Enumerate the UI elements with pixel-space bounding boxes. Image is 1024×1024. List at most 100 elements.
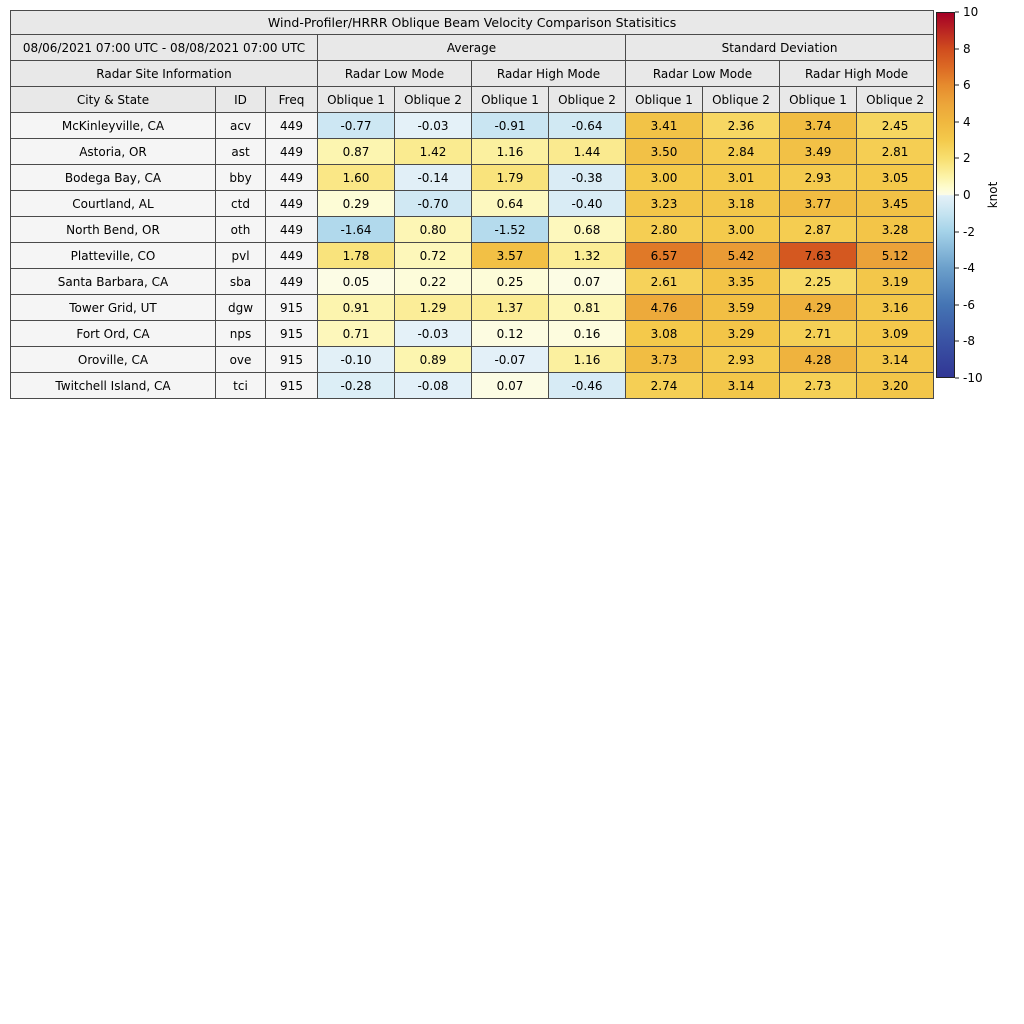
table-row: Oroville, CA ove 915 -0.10 0.89 -0.07 1.16 3.73… — [10, 346, 935, 373]
value-cell-std_low_oblique2: 2.36 — [702, 112, 780, 139]
colorbar-tick-label: 10 — [963, 5, 979, 19]
freq-cell: 449 — [265, 164, 318, 191]
avg-low-oblique2-header: Oblique 2 — [394, 86, 472, 113]
table-row: Bodega Bay, CA bby 449 1.60 -0.14 1.79 -0.38 3.… — [10, 164, 935, 191]
std-high-mode-header: Radar High Mode — [778, 60, 935, 87]
value-cell-std_high_oblique1: 2.71 — [779, 320, 857, 347]
colorbar-tick-label: -6 — [963, 297, 975, 312]
value-cell-avg_low_oblique1: 1.78 — [317, 242, 395, 269]
value-cell-avg_low_oblique1: 0.05 — [317, 268, 395, 295]
value-cell-avg_high_oblique2: -0.40 — [548, 190, 626, 217]
colorbar-tick-mark — [955, 121, 959, 123]
colorbar-gradient — [936, 12, 955, 378]
title-row: Wind-Profiler/HRRR Oblique Beam Velocity… — [9, 10, 935, 35]
std-high-oblique2-header: Oblique 2 — [855, 86, 935, 113]
value-cell-avg_low_oblique1: 0.71 — [317, 320, 395, 347]
value-cell-std_low_oblique1: 3.41 — [625, 112, 703, 139]
avg-high-oblique1-header: Oblique 1 — [471, 86, 549, 113]
table-row: Platteville, CO pvl 449 1.78 0.72 3.57 1.32 6.5… — [10, 242, 935, 269]
city-state-cell: North Bend, OR — [10, 216, 216, 243]
value-cell-std_high_oblique1: 7.63 — [779, 242, 857, 269]
value-cell-std_high_oblique1: 2.93 — [779, 164, 857, 191]
site-id-cell: oth — [215, 216, 266, 243]
value-cell-std_high_oblique1: 2.87 — [779, 216, 857, 243]
value-cell-std_low_oblique2: 3.59 — [702, 294, 780, 321]
value-cell-avg_high_oblique2: 1.44 — [548, 138, 626, 165]
value-cell-std_low_oblique2: 3.35 — [702, 268, 780, 295]
site-id-cell: tci — [215, 372, 266, 399]
value-cell-std_high_oblique1: 2.73 — [779, 372, 857, 399]
freq-cell: 915 — [265, 320, 318, 347]
colorbar-tick-mark — [955, 304, 959, 306]
freq-cell: 449 — [265, 242, 318, 269]
value-cell-avg_high_oblique1: 0.12 — [471, 320, 549, 347]
std-high-oblique1-header: Oblique 1 — [779, 86, 857, 113]
table-row: Tower Grid, UT dgw 915 0.91 1.29 1.37 0.81 4.76… — [10, 294, 935, 321]
value-cell-avg_high_oblique2: 0.81 — [548, 294, 626, 321]
city-state-cell: Santa Barbara, CA — [10, 268, 216, 295]
colorbar-tick-mark — [955, 48, 959, 50]
value-cell-avg_high_oblique2: 0.68 — [548, 216, 626, 243]
value-cell-std_low_oblique2: 3.00 — [702, 216, 780, 243]
std-low-oblique2-header: Oblique 2 — [702, 86, 780, 113]
mode-header-row: Radar Site Information Radar Low Mode Ra… — [10, 60, 935, 87]
value-cell-avg_low_oblique1: 0.87 — [317, 138, 395, 165]
value-cell-std_high_oblique1: 3.49 — [779, 138, 857, 165]
city-state-cell: Platteville, CO — [10, 242, 216, 269]
std-low-oblique1-header: Oblique 1 — [625, 86, 703, 113]
value-cell-avg_low_oblique1: -0.28 — [317, 372, 395, 399]
city-state-cell: Astoria, OR — [10, 138, 216, 165]
id-header: ID — [215, 86, 266, 113]
value-cell-std_high_oblique2: 2.45 — [855, 112, 935, 139]
value-cell-std_low_oblique2: 5.42 — [702, 242, 780, 269]
value-cell-std_low_oblique1: 3.73 — [625, 346, 703, 373]
value-cell-avg_high_oblique2: 0.16 — [548, 320, 626, 347]
value-cell-std_low_oblique1: 3.50 — [625, 138, 703, 165]
value-cell-std_high_oblique2: 3.19 — [855, 268, 935, 295]
site-id-cell: sba — [215, 268, 266, 295]
freq-cell: 449 — [265, 216, 318, 243]
site-info-header: Radar Site Information — [10, 60, 318, 87]
city-state-cell: Oroville, CA — [10, 346, 216, 373]
table-header: Wind-Profiler/HRRR Oblique Beam Velocity… — [9, 10, 935, 113]
site-id-cell: acv — [215, 112, 266, 139]
site-id-cell: bby — [215, 164, 266, 191]
freq-cell: 449 — [265, 112, 318, 139]
colorbar-tick-mark — [955, 157, 959, 159]
site-id-cell: ctd — [215, 190, 266, 217]
freq-cell: 915 — [265, 372, 318, 399]
value-cell-avg_high_oblique1: -0.07 — [471, 346, 549, 373]
value-cell-avg_low_oblique2: 0.22 — [394, 268, 472, 295]
avg-low-oblique1-header: Oblique 1 — [317, 86, 395, 113]
value-cell-std_high_oblique2: 3.20 — [855, 372, 935, 399]
table-title: Wind-Profiler/HRRR Oblique Beam Velocity… — [9, 10, 935, 35]
value-cell-avg_low_oblique2: -0.70 — [394, 190, 472, 217]
value-cell-avg_low_oblique2: -0.14 — [394, 164, 472, 191]
value-cell-avg_high_oblique2: -0.64 — [548, 112, 626, 139]
group-std-header: Standard Deviation — [624, 34, 935, 61]
table-body: McKinleyville, CA acv 449 -0.77 -0.03 -0.91 -0… — [10, 112, 935, 399]
colorbar-tick-mark — [955, 377, 959, 379]
value-cell-avg_high_oblique2: 0.07 — [548, 268, 626, 295]
value-cell-std_high_oblique1: 4.28 — [779, 346, 857, 373]
site-id-cell: ast — [215, 138, 266, 165]
city-state-cell: Tower Grid, UT — [10, 294, 216, 321]
freq-cell: 449 — [265, 268, 318, 295]
value-cell-avg_high_oblique1: 1.16 — [471, 138, 549, 165]
value-cell-std_high_oblique1: 2.25 — [779, 268, 857, 295]
freq-cell: 449 — [265, 190, 318, 217]
value-cell-std_high_oblique2: 3.28 — [855, 216, 935, 243]
value-cell-avg_low_oblique1: -1.64 — [317, 216, 395, 243]
value-cell-avg_high_oblique1: 1.37 — [471, 294, 549, 321]
freq-header: Freq — [265, 86, 318, 113]
stats-table: Wind-Profiler/HRRR Oblique Beam Velocity… — [9, 10, 935, 399]
site-id-cell: ove — [215, 346, 266, 373]
value-cell-std_high_oblique1: 4.29 — [779, 294, 857, 321]
value-cell-avg_high_oblique1: -0.91 — [471, 112, 549, 139]
city-state-cell: Fort Ord, CA — [10, 320, 216, 347]
value-cell-std_low_oblique2: 3.29 — [702, 320, 780, 347]
colorbar-tick-mark — [955, 11, 959, 13]
value-cell-std_low_oblique1: 2.80 — [625, 216, 703, 243]
value-cell-avg_high_oblique2: -0.46 — [548, 372, 626, 399]
city-state-header: City & State — [10, 86, 216, 113]
